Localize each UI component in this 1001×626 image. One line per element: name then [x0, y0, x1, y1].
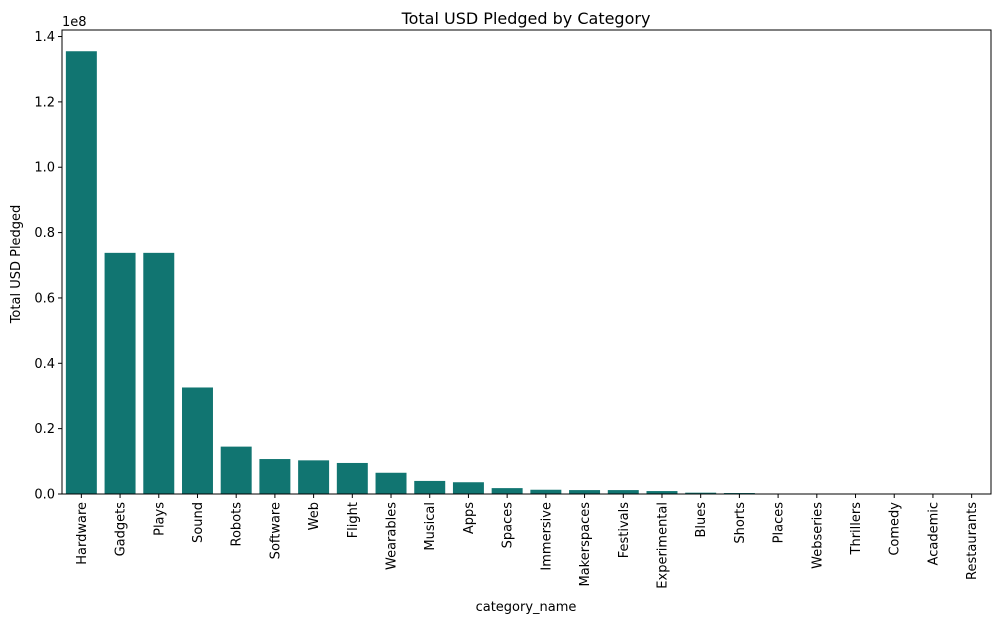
- x-tick-label: Gadgets: [114, 502, 129, 557]
- x-tick-label: Hardware: [75, 502, 90, 565]
- y-tick-label: 0.8: [34, 226, 55, 241]
- x-tick-label: Musical: [423, 502, 438, 551]
- bar-flight: [336, 462, 368, 494]
- y-axis-label: Total USD Pledged: [9, 205, 24, 325]
- x-tick-label: Immersive: [539, 502, 554, 571]
- x-tick-label: Wearables: [385, 502, 400, 570]
- bar-festivals: [607, 490, 639, 494]
- bar-plays: [143, 252, 175, 494]
- bar-apps: [452, 482, 484, 494]
- bar-hardware: [65, 51, 97, 495]
- bar-robots: [220, 446, 252, 494]
- bar-sound: [182, 387, 213, 494]
- x-tick-label: Makerspaces: [578, 502, 593, 587]
- x-tick-label: Flight: [346, 502, 361, 538]
- x-tick-label: Plays: [152, 502, 167, 536]
- bar-gadgets: [104, 252, 136, 494]
- x-tick-label: Apps: [462, 502, 477, 534]
- x-tick-label: Web: [307, 502, 322, 530]
- plot-frame: [61, 29, 992, 495]
- y-tick-label: 1.2: [34, 95, 55, 110]
- bars-group: [65, 51, 988, 495]
- y-tick-label: 1.4: [34, 30, 55, 45]
- x-tick-label: Restaurants: [965, 502, 980, 580]
- bar-wearables: [375, 472, 407, 494]
- y-ticks-group: 0.0 0.2 0.4 0.6 0.8 1.0 1.2 1.4: [34, 30, 62, 503]
- x-tick-label: Robots: [230, 502, 245, 547]
- x-tick-label: Festivals: [617, 502, 632, 559]
- bar-blues: [685, 492, 717, 494]
- x-tick-label: Webseries: [810, 502, 825, 569]
- y-tick-label: 0.6: [34, 291, 55, 306]
- bar-immersive: [530, 489, 562, 494]
- x-tick-label: Spaces: [501, 502, 516, 549]
- x-axis-label: category_name: [476, 600, 577, 615]
- x-tick-label: Thrillers: [849, 502, 864, 556]
- x-tick-label: Places: [772, 502, 787, 544]
- x-tick-label: Academic: [926, 502, 941, 565]
- x-tick-label: Shorts: [733, 502, 748, 544]
- x-tick-label: Software: [268, 502, 283, 559]
- chart-title: Total USD Pledged by Category: [401, 9, 651, 28]
- y-tick-label: 0.2: [34, 422, 55, 437]
- y-tick-label: 0.0: [34, 488, 55, 503]
- y-tick-label: 0.4: [34, 357, 55, 372]
- x-tick-label: Experimental: [655, 502, 670, 589]
- bar-software: [259, 459, 291, 494]
- x-tick-label: Comedy: [888, 502, 903, 556]
- y-tick-label: 1.0: [34, 161, 55, 176]
- bar-musical: [414, 480, 446, 494]
- bar-experimental: [646, 491, 678, 494]
- x-tick-label: Blues: [694, 502, 709, 538]
- bar-web: [298, 460, 330, 494]
- bar-makerspaces: [569, 490, 601, 494]
- y-offset-label: 1e8: [62, 15, 87, 30]
- x-ticks-group: Hardware Gadgets Plays Sound Robots Software W…: [75, 494, 980, 589]
- x-tick-label: Sound: [191, 502, 206, 543]
- bar-spaces: [491, 488, 523, 494]
